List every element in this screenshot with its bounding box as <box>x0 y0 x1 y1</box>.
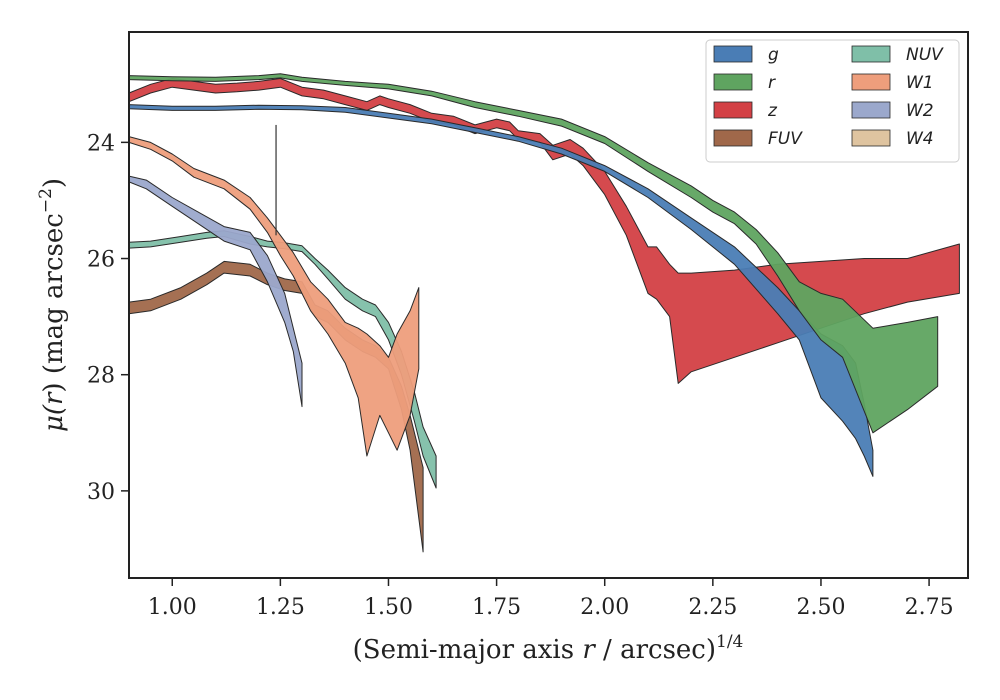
x-tick-label: 1.25 <box>256 595 305 620</box>
series-band-r <box>128 73 939 434</box>
x-tick-label: 2.50 <box>796 595 845 620</box>
x-tick-label: 2.75 <box>905 595 954 620</box>
x-tick-label: 1.50 <box>364 595 413 620</box>
legend-swatch-r <box>713 73 753 91</box>
series-band-w1 <box>128 136 420 457</box>
x-axis-ticks: 1.00 1.25 1.50 1.75 2.00 2.25 2.50 2.75 <box>148 578 954 620</box>
legend: grz FUV NUV W1 W2 W4 <box>705 39 960 163</box>
y-axis-ticks: 24 26 28 30 <box>87 131 129 505</box>
y-tick-label: 28 <box>87 364 115 389</box>
legend-swatch-w2 <box>851 101 891 119</box>
x-tick-label: 1.00 <box>148 595 197 620</box>
legend-label-w4: W4 <box>906 129 934 149</box>
y-tick-label: 26 <box>87 248 115 273</box>
series-bands <box>128 73 960 553</box>
legend-label-nuv: NUV <box>906 45 944 65</box>
legend-label-r: r <box>768 73 776 93</box>
legend-label-z: z <box>767 101 778 121</box>
x-tick-label: 2.00 <box>580 595 629 620</box>
legend-box <box>705 39 960 163</box>
y-tick-label: 24 <box>87 131 115 156</box>
series-band-z <box>128 78 960 384</box>
x-axis-label: (Semi-major axis r / arcsec)1/4 <box>353 632 744 665</box>
series-band-w2 <box>128 175 303 408</box>
legend-swatch-w1 <box>851 73 891 91</box>
legend-swatch-nuv <box>851 45 891 63</box>
y-tick-label: 30 <box>87 480 115 505</box>
legend-swatch-z <box>713 101 753 119</box>
x-tick-label: 1.75 <box>472 595 521 620</box>
x-tick-label: 2.25 <box>688 595 737 620</box>
y-axis-label: μ(r) (mag arcsec−2) <box>36 178 69 432</box>
series-band-g <box>128 104 874 477</box>
legend-label-g: g <box>768 45 779 65</box>
legend-label-fuv: FUV <box>768 129 803 149</box>
legend-label-w1: W1 <box>906 73 934 93</box>
legend-swatch-fuv <box>713 129 753 147</box>
legend-label-w2: W2 <box>906 101 934 121</box>
plot-frame <box>128 31 969 579</box>
legend-swatch-w4 <box>851 129 891 147</box>
legend-swatch-g <box>713 45 753 63</box>
